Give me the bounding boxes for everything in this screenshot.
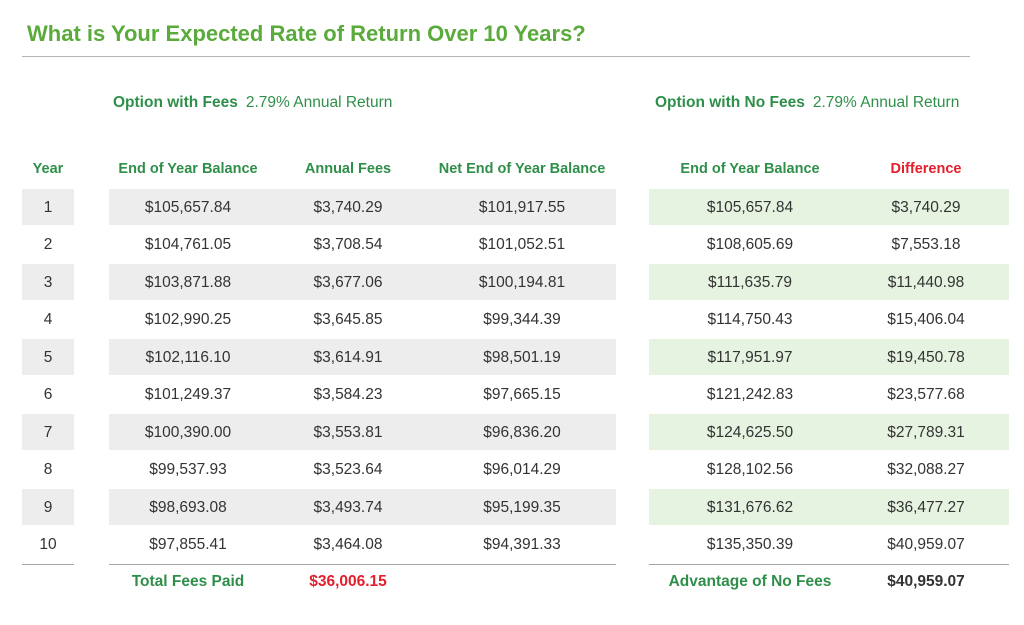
option-no-fees-rate: 2.79% Annual Return (812, 94, 960, 111)
cell-annual-fees: $3,553.81 (313, 423, 383, 441)
cell-year: 3 (43, 273, 53, 291)
cell-end-balance: $101,249.37 (144, 386, 232, 403)
cell-year: 10 (39, 536, 57, 553)
cell-end-balance-no-fees: $131,676.62 (706, 498, 794, 516)
row-band-year (22, 414, 74, 451)
header-year: Year (32, 161, 64, 177)
title-divider (22, 56, 970, 57)
cell-annual-fees: $3,740.29 (313, 198, 383, 216)
row-band-fees (109, 489, 616, 526)
cell-net-balance: $101,917.55 (478, 198, 566, 216)
row-band-fees (109, 264, 616, 301)
row-band-no-fees (649, 414, 1009, 451)
row-band-fees (109, 414, 616, 451)
cell-end-balance-no-fees: $135,350.39 (706, 536, 794, 553)
row-band-no-fees (649, 264, 1009, 301)
cell-net-balance: $101,052.51 (478, 236, 566, 253)
cell-end-balance-no-fees: $111,635.79 (708, 273, 792, 291)
total-fees-label: Total Fees Paid (131, 573, 245, 590)
cell-net-balance: $97,665.15 (483, 386, 561, 403)
cell-difference: $23,577.68 (887, 386, 965, 403)
row-band-year (22, 339, 74, 376)
cell-net-balance: $96,014.29 (483, 461, 561, 478)
table-bottom-rule-fees (109, 564, 616, 565)
cell-net-balance: $100,194.81 (478, 273, 566, 291)
row-band-fees (109, 339, 616, 376)
table-bottom-rule-no-fees (649, 564, 1009, 565)
option-with-fees-label: Option with Fees (113, 94, 238, 111)
cell-end-balance: $105,657.84 (144, 198, 232, 216)
cell-difference: $19,450.78 (887, 348, 965, 366)
cell-annual-fees: $3,614.91 (313, 348, 383, 366)
option-with-fees-rate: 2.79% Annual Return (245, 94, 393, 111)
cell-annual-fees: $3,677.06 (313, 273, 383, 291)
header-net-balance: Net End of Year Balance (438, 161, 606, 177)
cell-difference: $15,406.04 (887, 311, 965, 328)
cell-year: 5 (43, 348, 53, 366)
cell-difference: $40,959.07 (887, 536, 965, 553)
cell-end-balance: $100,390.00 (144, 423, 232, 441)
row-band-no-fees (649, 489, 1009, 526)
cell-end-balance-no-fees: $117,951.97 (707, 348, 793, 366)
cell-net-balance: $98,501.19 (483, 348, 561, 366)
row-band-fees (109, 189, 616, 226)
cell-annual-fees: $3,708.54 (313, 236, 383, 253)
row-band-year (22, 264, 74, 301)
page-title: What is Your Expected Rate of Return Ove… (27, 21, 586, 46)
cell-end-balance: $104,761.05 (144, 236, 232, 253)
cell-end-balance-no-fees: $124,625.50 (706, 423, 794, 441)
row-band-year (22, 489, 74, 526)
cell-annual-fees: $3,584.23 (313, 386, 383, 403)
row-band-year (22, 189, 74, 226)
cell-annual-fees: $3,464.08 (313, 536, 383, 553)
header-end-balance-no-fees: End of Year Balance (680, 161, 820, 177)
cell-year: 1 (43, 198, 53, 216)
cell-difference: $27,789.31 (887, 423, 965, 441)
advantage-value: $40,959.07 (887, 573, 965, 590)
advantage-label: Advantage of No Fees (668, 573, 832, 590)
cell-end-balance: $102,990.25 (144, 311, 232, 328)
row-band-no-fees (649, 189, 1009, 226)
cell-end-balance: $102,116.10 (145, 348, 231, 366)
option-with-fees-heading: Option with Fees 2.79% Annual Return (113, 94, 392, 112)
cell-year: 4 (43, 311, 53, 328)
cell-end-balance: $103,871.88 (144, 273, 232, 291)
cell-net-balance: $96,836.20 (483, 423, 561, 441)
row-band-no-fees (649, 339, 1009, 376)
cell-year: 6 (43, 386, 53, 403)
cell-difference: $7,553.18 (891, 236, 961, 253)
cell-net-balance: $95,199.35 (483, 498, 561, 516)
cell-year: 2 (43, 236, 53, 253)
option-no-fees-label: Option with No Fees (655, 94, 805, 111)
cell-end-balance-no-fees: $128,102.56 (706, 461, 794, 478)
cell-end-balance: $99,537.93 (149, 461, 227, 478)
header-annual-fees: Annual Fees (304, 161, 392, 177)
header-end-balance: End of Year Balance (118, 161, 258, 177)
option-no-fees-heading: Option with No Fees 2.79% Annual Return (655, 94, 959, 112)
cell-net-balance: $99,344.39 (483, 311, 561, 328)
cell-end-balance-no-fees: $105,657.84 (706, 198, 794, 216)
cell-difference: $36,477.27 (887, 498, 965, 516)
cell-year: 9 (43, 498, 53, 516)
cell-annual-fees: $3,493.74 (313, 498, 383, 516)
cell-end-balance: $97,855.41 (149, 536, 227, 553)
cell-difference: $11,440.98 (887, 273, 965, 291)
cell-end-balance: $98,693.08 (149, 498, 227, 516)
cell-end-balance-no-fees: $114,750.43 (707, 311, 793, 328)
cell-end-balance-no-fees: $108,605.69 (706, 236, 794, 253)
cell-year: 7 (43, 423, 53, 441)
cell-annual-fees: $3,645.85 (313, 311, 383, 328)
table-bottom-rule-year (22, 564, 74, 565)
cell-end-balance-no-fees: $121,242.83 (706, 386, 794, 403)
header-difference: Difference (890, 161, 962, 177)
cell-net-balance: $94,391.33 (483, 536, 561, 553)
cell-annual-fees: $3,523.64 (313, 461, 383, 478)
cell-difference: $3,740.29 (891, 198, 961, 216)
cell-difference: $32,088.27 (887, 461, 965, 478)
cell-year: 8 (43, 461, 53, 478)
total-fees-value: $36,006.15 (309, 573, 387, 590)
